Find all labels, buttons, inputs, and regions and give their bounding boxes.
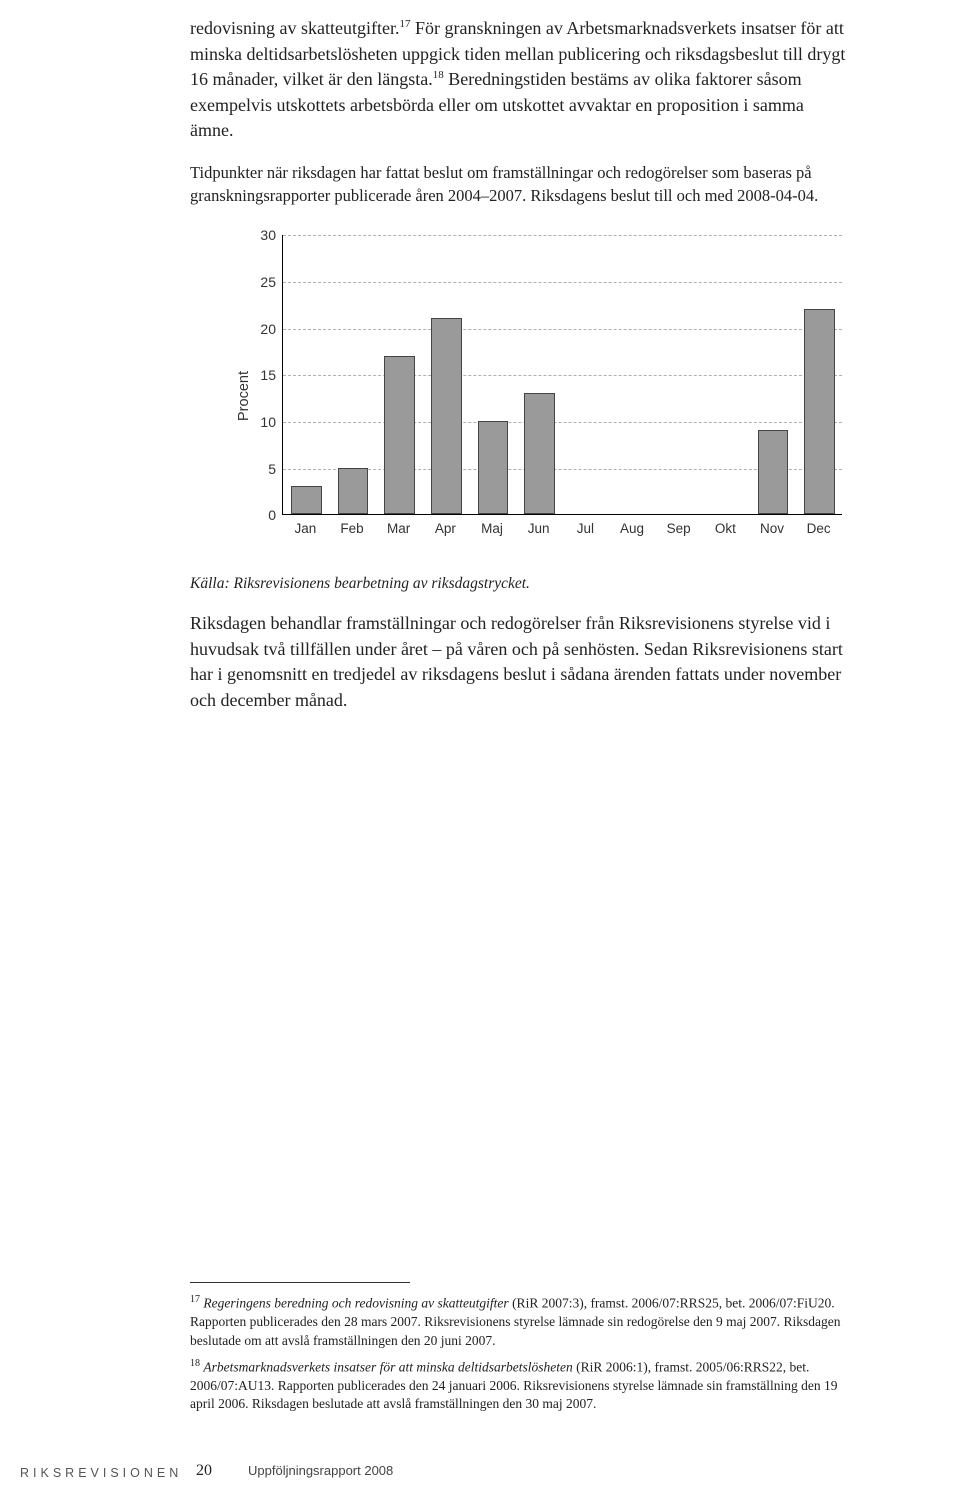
chart-source: Källa: Riksrevisionens bearbetning av ri… xyxy=(190,575,850,593)
chart-bar xyxy=(478,421,509,514)
body-paragraph-2: Riksdagen behandlar framställningar och … xyxy=(190,611,850,713)
chart-gridline xyxy=(283,282,842,283)
chart-y-tick: 10 xyxy=(222,414,276,430)
footer-doc-title: Uppföljningsrapport 2008 xyxy=(248,1463,393,1478)
chart-bar xyxy=(431,318,462,514)
para1-text-a: redovisning av skatteutgifter. xyxy=(190,18,399,38)
footnote-17-italic: Regeringens beredning och redovisning av… xyxy=(203,1296,508,1311)
chart-bar xyxy=(804,309,835,514)
footnote-18: 18 Arbetsmarknadsverkets insatser för at… xyxy=(190,1357,850,1414)
chart-y-tick: 25 xyxy=(222,274,276,290)
chart-bar xyxy=(758,430,789,514)
chart-x-tick: Nov xyxy=(749,521,795,536)
footnote-num-18: 18 xyxy=(190,1358,200,1369)
chart-x-tick: Feb xyxy=(329,521,375,536)
chart-y-tick: 0 xyxy=(222,507,276,523)
chart-x-tick: Aug xyxy=(609,521,655,536)
footnote-18-italic: Arbetsmarknadsverkets insatser för att m… xyxy=(203,1359,572,1374)
chart-x-tick: Dec xyxy=(796,521,842,536)
footnote-ref-18: 18 xyxy=(433,69,444,81)
chart-gridline xyxy=(283,329,842,330)
chart-plot-area xyxy=(282,235,842,515)
page-footer: RIKSREVISIONEN 20 Uppföljningsrapport 20… xyxy=(0,1452,960,1480)
body-paragraph-1: redovisning av skatteutgifter.17 För gra… xyxy=(190,16,850,144)
chart-x-tick: Maj xyxy=(469,521,515,536)
chart-y-tick: 20 xyxy=(222,321,276,337)
chart-x-tick: Okt xyxy=(702,521,748,536)
footnote-17: 17 Regeringens beredning och redovisning… xyxy=(190,1293,850,1350)
chart-gridline xyxy=(283,422,842,423)
chart-x-tick: Apr xyxy=(422,521,468,536)
chart-x-tick: Sep xyxy=(656,521,702,536)
chart-bar xyxy=(524,393,555,514)
chart-y-tick: 30 xyxy=(222,227,276,243)
footnote-rule xyxy=(190,1282,410,1283)
chart-gridline xyxy=(283,235,842,236)
bar-chart: Procent 051015202530 JanFebMarAprMajJunJ… xyxy=(222,225,862,555)
footer-brand: RIKSREVISIONEN xyxy=(20,1466,182,1480)
footer-page-number: 20 xyxy=(196,1462,212,1480)
chart-bar xyxy=(384,356,415,515)
chart-y-tick: 15 xyxy=(222,367,276,383)
chart-gridline xyxy=(283,375,842,376)
footnotes-block: 17 Regeringens beredning och redovisning… xyxy=(190,1282,850,1420)
footnote-ref-17: 17 xyxy=(399,18,410,30)
chart-x-tick: Mar xyxy=(376,521,422,536)
chart-x-tick: Jun xyxy=(516,521,562,536)
chart-bar xyxy=(338,468,369,515)
chart-y-tick: 5 xyxy=(222,461,276,477)
chart-bar xyxy=(291,486,322,514)
chart-x-tick: Jul xyxy=(562,521,608,536)
chart-caption: Tidpunkter när riksdagen har fattat besl… xyxy=(190,162,850,208)
footnote-num-17: 17 xyxy=(190,1294,200,1305)
chart-x-tick: Jan xyxy=(282,521,328,536)
